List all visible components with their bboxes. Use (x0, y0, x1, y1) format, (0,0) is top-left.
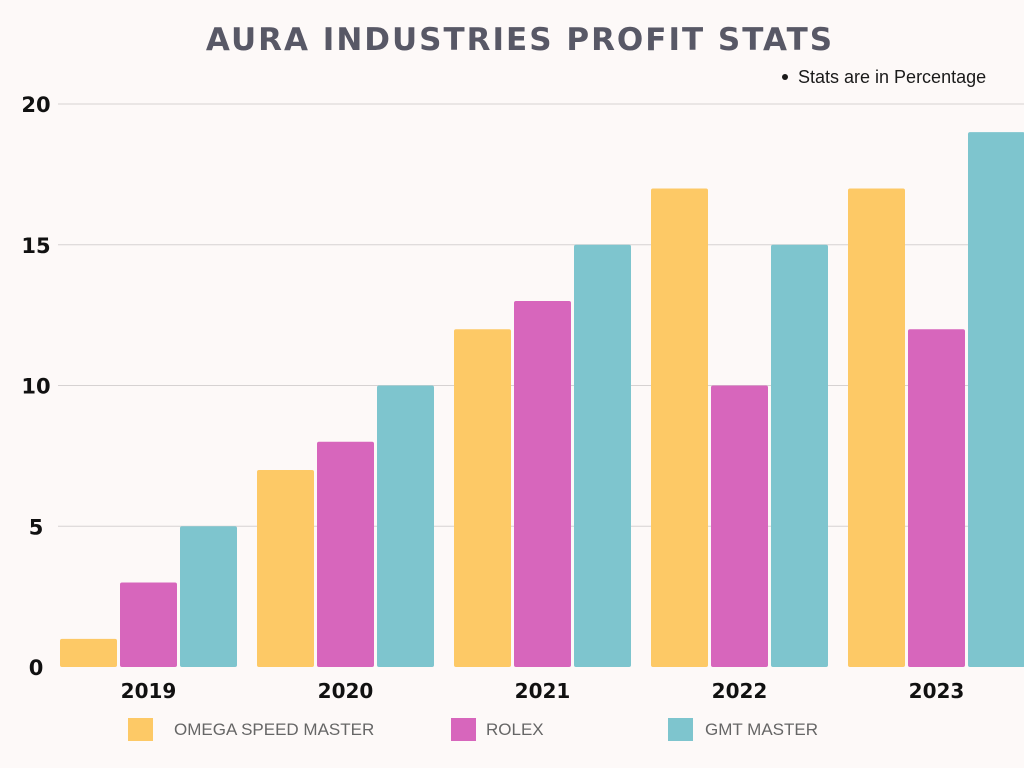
x-tick-label: 2021 (515, 679, 571, 703)
y-tick-label: 15 (21, 234, 50, 258)
x-tick-label: 2022 (712, 679, 768, 703)
x-tick-label: 2019 (121, 679, 177, 703)
bar (968, 132, 1024, 667)
bar (514, 301, 571, 667)
legend-swatch (128, 718, 153, 741)
x-axis-ticks: 2019 2020 2021 2022 2023 (121, 679, 965, 703)
chart-title: AURA INDUSTRIES PROFIT STATS (206, 22, 834, 58)
bar (908, 329, 965, 667)
bar (711, 385, 768, 667)
legend-label: ROLEX (486, 720, 544, 739)
legend: OMEGA SPEED MASTER ROLEX GMT MASTER (128, 718, 818, 741)
legend-label: GMT MASTER (705, 720, 818, 739)
bar (120, 582, 177, 667)
x-tick-label: 2020 (318, 679, 374, 703)
legend-label: OMEGA SPEED MASTER (174, 720, 374, 739)
bar (651, 188, 708, 667)
y-tick-label: 10 (21, 375, 50, 399)
bar (848, 188, 905, 667)
bar (377, 385, 434, 667)
bar (454, 329, 511, 667)
bars (60, 132, 1024, 667)
bar (60, 638, 117, 667)
note-bullet (782, 74, 788, 80)
bar (257, 469, 314, 667)
bar (317, 441, 374, 667)
y-tick-label: 0 (29, 656, 44, 680)
bar (574, 244, 631, 667)
y-axis-ticks: 0 5 10 15 20 (21, 93, 50, 680)
y-tick-label: 20 (21, 93, 50, 117)
bar (771, 244, 828, 667)
chart-note: Stats are in Percentage (798, 67, 986, 87)
legend-swatch (451, 718, 476, 741)
y-tick-label: 5 (29, 515, 44, 539)
x-tick-label: 2023 (909, 679, 965, 703)
bar (180, 526, 237, 667)
legend-swatch (668, 718, 693, 741)
